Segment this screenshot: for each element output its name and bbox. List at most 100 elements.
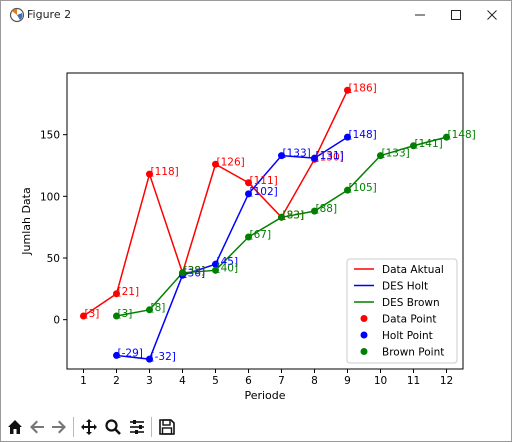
window-title: Figure 2 (27, 8, 72, 21)
legend-entry: Holt Point (382, 330, 433, 342)
home-icon (8, 420, 22, 434)
y-tick-label: 150 (40, 130, 60, 142)
data-point (146, 170, 153, 178)
axes-frame (66, 72, 464, 370)
data-point (146, 355, 153, 363)
data-point (311, 154, 318, 162)
data-label: [38] (184, 265, 206, 277)
data-label: [118] (151, 166, 179, 178)
data-label: [38] (184, 265, 206, 277)
y-axis-label: Jumlah Data (20, 187, 33, 255)
data-point (80, 312, 87, 320)
toolbar-separator (73, 417, 74, 437)
back-button[interactable] (27, 417, 47, 437)
legend-entry: Data Aktual (382, 264, 444, 276)
close-icon (487, 10, 497, 20)
minimize-button[interactable] (403, 1, 437, 29)
data-label: [126] (217, 156, 245, 168)
x-tick-label: 5 (212, 375, 219, 387)
forward-icon (52, 420, 66, 434)
data-label: [21] (118, 286, 140, 298)
zoom-button[interactable] (103, 417, 123, 437)
data-label: [111] (250, 175, 278, 187)
data-label: [131] (316, 150, 344, 162)
data-label: [67] (250, 229, 272, 241)
data-point (377, 152, 384, 160)
data-label: [148] (349, 129, 377, 141)
x-tick-label: 1 (80, 375, 87, 387)
data-point (212, 260, 219, 268)
data-label: [105] (349, 182, 377, 194)
data-label: [102] (250, 186, 278, 198)
x-tick-label: 11 (407, 375, 420, 387)
data-label: [148] (448, 129, 476, 141)
data-label: [45] (217, 256, 239, 268)
y-tick-label: 100 (40, 191, 60, 203)
x-tick-label: 10 (374, 375, 387, 387)
legend-entry: DES Holt (382, 281, 428, 293)
data-label: [83] (283, 209, 305, 221)
data-point (245, 233, 252, 241)
series-line (116, 136, 348, 360)
legend-point-swatch (360, 315, 368, 322)
x-axis-label: Periode (244, 389, 285, 402)
close-button[interactable] (475, 1, 509, 29)
x-tick-label: 7 (278, 375, 285, 387)
legend-point-swatch (360, 331, 368, 339)
data-point (179, 269, 186, 277)
data-label: [133] (283, 148, 311, 160)
data-label: [3] (118, 308, 133, 320)
series-line (83, 89, 349, 317)
x-tick-label: 12 (440, 375, 453, 387)
configure-subplots-button[interactable] (127, 417, 147, 437)
pan-icon (81, 419, 97, 435)
data-point (278, 152, 285, 160)
toolbar-separator (151, 417, 152, 437)
forward-button[interactable] (49, 417, 69, 437)
data-point (344, 86, 351, 94)
x-tick-label: 6 (245, 375, 252, 387)
back-icon (30, 420, 44, 434)
x-tick-label: 2 (113, 375, 120, 387)
data-label: [133] (382, 148, 410, 160)
maximize-icon (451, 10, 461, 20)
minimize-icon (415, 14, 425, 16)
data-point (311, 207, 318, 215)
data-point (113, 290, 120, 298)
data-label: [-32] (151, 351, 176, 363)
data-point (113, 312, 120, 320)
zoom-icon (105, 419, 121, 435)
save-button[interactable] (157, 417, 177, 437)
data-point (146, 306, 153, 314)
data-label: [130] (316, 151, 344, 163)
maximize-button[interactable] (439, 1, 473, 29)
save-icon (159, 419, 175, 435)
data-point (212, 160, 219, 168)
y-tick-label: 50 (47, 253, 60, 265)
data-label: [88] (316, 203, 338, 215)
data-point (344, 133, 351, 141)
pan-button[interactable] (79, 417, 99, 437)
data-point (245, 190, 252, 198)
data-point (278, 213, 285, 221)
x-tick-label: 8 (311, 375, 318, 387)
x-tick-label: 3 (146, 375, 153, 387)
home-button[interactable] (5, 417, 25, 437)
data-label: [83] (283, 209, 305, 221)
data-label: [186] (349, 82, 377, 94)
figure-canvas[interactable]: 1 2 3 4 5 6 7 8 9 10 11 12 0 50 100 150 Periode Jumlah Da… (1, 29, 511, 409)
data-point (443, 133, 450, 141)
data-label: [40] (217, 262, 239, 274)
data-point (212, 266, 219, 274)
data-label: [8] (151, 302, 166, 314)
data-point (344, 186, 351, 194)
data-point (113, 351, 120, 359)
data-label: [3] (85, 308, 100, 320)
legend-entry: Data Point (382, 314, 436, 326)
data-point (245, 179, 252, 187)
data-label: [36] (184, 267, 206, 279)
legend-entry: DES Brown (382, 297, 440, 309)
legend-point-swatch (360, 348, 368, 355)
